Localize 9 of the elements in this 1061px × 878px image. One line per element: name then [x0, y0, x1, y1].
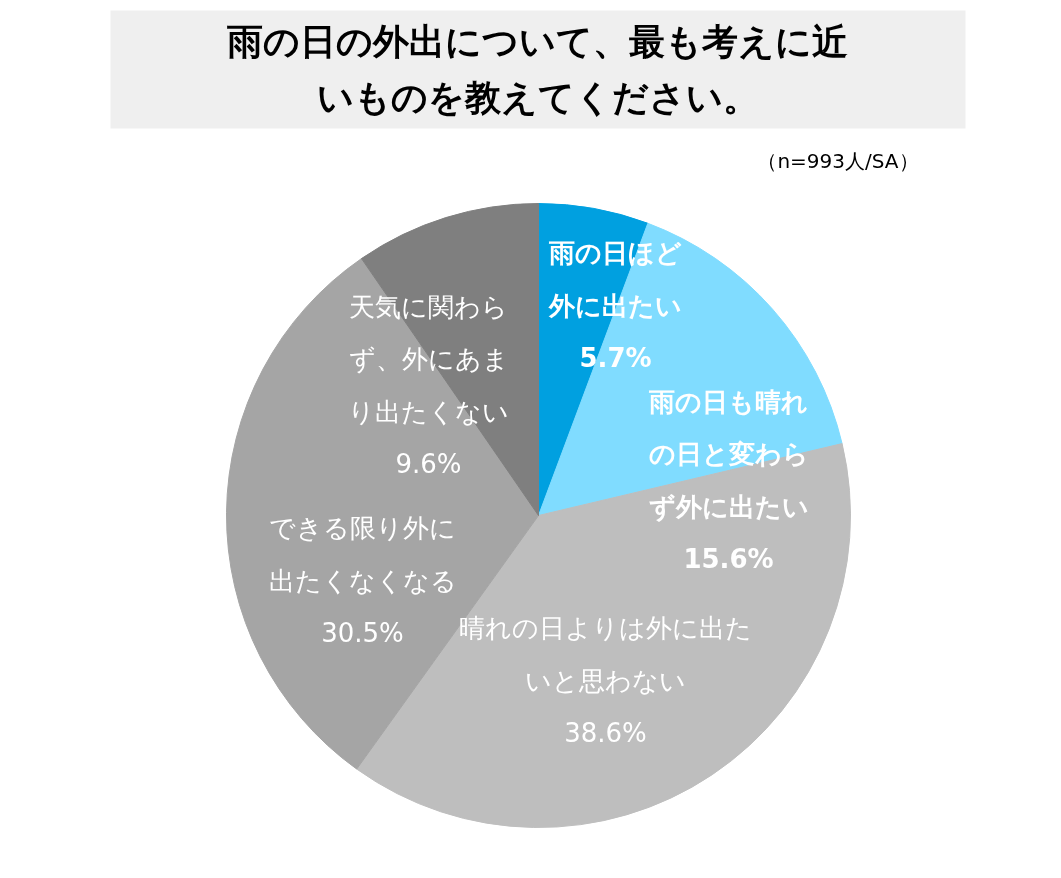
- data-label: 30.5%: [321, 618, 404, 648]
- data-label: 38.6%: [564, 718, 647, 748]
- text: （n=993人/SA）: [757, 148, 919, 173]
- slice-label: 天気に関わらず、外にあまり出たくない: [348, 291, 509, 427]
- data-label: 9.6%: [395, 449, 462, 480]
- slice-label: 晴れの日よりは外に出たいと思わない: [459, 613, 752, 696]
- chart-title: 雨の日の外出について、最も考えに近いものを教えてください。: [226, 21, 848, 118]
- data-label: 15.6%: [683, 544, 774, 575]
- slice-label: できる限り外に出たくなくなる: [268, 513, 457, 596]
